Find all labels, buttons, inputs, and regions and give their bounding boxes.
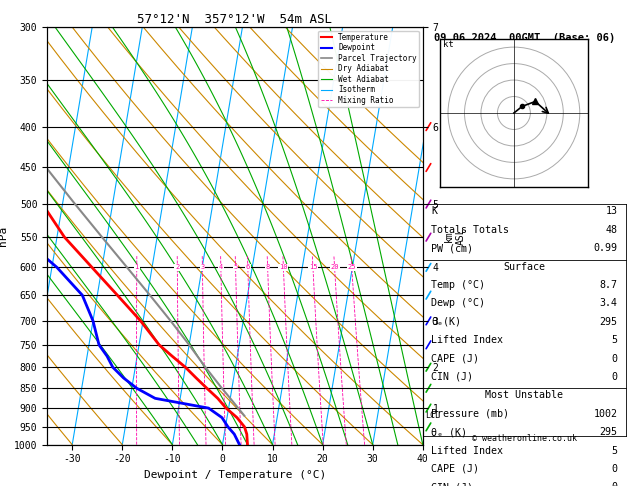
Text: 15: 15 (309, 264, 317, 270)
Text: © weatheronline.co.uk: © weatheronline.co.uk (472, 434, 577, 443)
Text: LCL: LCL (425, 411, 440, 420)
Text: 1: 1 (135, 264, 139, 270)
Text: 8: 8 (265, 264, 270, 270)
Text: Totals Totals: Totals Totals (431, 225, 509, 235)
Text: 5: 5 (612, 446, 618, 455)
Text: Lifted Index: Lifted Index (431, 446, 503, 455)
Text: 3.4: 3.4 (599, 298, 618, 309)
Text: 5: 5 (233, 264, 238, 270)
Text: 48: 48 (606, 225, 618, 235)
Text: Dewp (°C): Dewp (°C) (431, 298, 485, 309)
X-axis label: Dewpoint / Temperature (°C): Dewpoint / Temperature (°C) (144, 470, 326, 480)
Text: 0: 0 (612, 354, 618, 364)
Text: Pressure (mb): Pressure (mb) (431, 409, 509, 419)
Text: Lifted Index: Lifted Index (431, 335, 503, 345)
Text: Temp (°C): Temp (°C) (431, 280, 485, 290)
Text: 295: 295 (599, 427, 618, 437)
Text: θₑ(K): θₑ(K) (431, 317, 461, 327)
Text: kt: kt (443, 40, 454, 49)
Text: 295: 295 (599, 317, 618, 327)
Text: 6: 6 (246, 264, 250, 270)
Text: CIN (J): CIN (J) (431, 372, 473, 382)
Text: θₑ (K): θₑ (K) (431, 427, 467, 437)
Y-axis label: km
ASL: km ASL (444, 227, 465, 244)
Text: 3: 3 (200, 264, 204, 270)
Text: CAPE (J): CAPE (J) (431, 354, 479, 364)
Text: Surface: Surface (503, 261, 545, 272)
Text: 2: 2 (175, 264, 179, 270)
Text: Most Unstable: Most Unstable (486, 390, 564, 400)
Text: 09.06.2024  00GMT  (Base: 06): 09.06.2024 00GMT (Base: 06) (434, 33, 615, 43)
Text: CIN (J): CIN (J) (431, 482, 473, 486)
Text: 0: 0 (612, 372, 618, 382)
Text: 25: 25 (347, 264, 356, 270)
Text: PW (cm): PW (cm) (431, 243, 473, 253)
Text: 0: 0 (612, 482, 618, 486)
Text: 20: 20 (330, 264, 339, 270)
Title: 57°12'N  357°12'W  54m ASL: 57°12'N 357°12'W 54m ASL (138, 13, 333, 26)
Text: 8.7: 8.7 (599, 280, 618, 290)
Y-axis label: hPa: hPa (0, 226, 8, 246)
Text: 10: 10 (279, 264, 287, 270)
Text: K: K (431, 207, 437, 216)
Text: 0.99: 0.99 (594, 243, 618, 253)
Legend: Temperature, Dewpoint, Parcel Trajectory, Dry Adiabat, Wet Adiabat, Isotherm, Mi: Temperature, Dewpoint, Parcel Trajectory… (318, 31, 419, 107)
Text: 4: 4 (219, 264, 223, 270)
Text: 1002: 1002 (594, 409, 618, 419)
Text: 5: 5 (612, 335, 618, 345)
Text: CAPE (J): CAPE (J) (431, 464, 479, 474)
Text: 0: 0 (612, 464, 618, 474)
Text: 13: 13 (606, 207, 618, 216)
